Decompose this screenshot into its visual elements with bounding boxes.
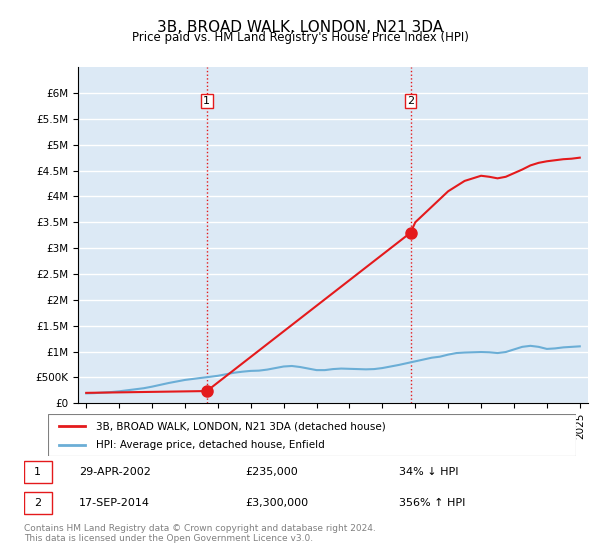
Text: 34% ↓ HPI: 34% ↓ HPI [400, 467, 459, 477]
Text: £3,300,000: £3,300,000 [245, 498, 308, 507]
Text: Contains HM Land Registry data © Crown copyright and database right 2024.
This d: Contains HM Land Registry data © Crown c… [24, 524, 376, 543]
FancyBboxPatch shape [24, 461, 52, 483]
Text: 3B, BROAD WALK, LONDON, N21 3DA: 3B, BROAD WALK, LONDON, N21 3DA [157, 20, 443, 35]
Text: 3B, BROAD WALK, LONDON, N21 3DA (detached house): 3B, BROAD WALK, LONDON, N21 3DA (detache… [95, 421, 385, 431]
Text: 356% ↑ HPI: 356% ↑ HPI [400, 498, 466, 507]
Text: 17-SEP-2014: 17-SEP-2014 [79, 498, 150, 507]
Text: HPI: Average price, detached house, Enfield: HPI: Average price, detached house, Enfi… [95, 440, 324, 450]
Text: Price paid vs. HM Land Registry's House Price Index (HPI): Price paid vs. HM Land Registry's House … [131, 31, 469, 44]
FancyBboxPatch shape [24, 492, 52, 514]
Text: 1: 1 [203, 96, 211, 106]
Text: 2: 2 [407, 96, 414, 106]
Text: 29-APR-2002: 29-APR-2002 [79, 467, 151, 477]
FancyBboxPatch shape [48, 414, 576, 456]
Text: 2: 2 [34, 498, 41, 507]
Text: £235,000: £235,000 [245, 467, 298, 477]
Text: 1: 1 [34, 467, 41, 477]
